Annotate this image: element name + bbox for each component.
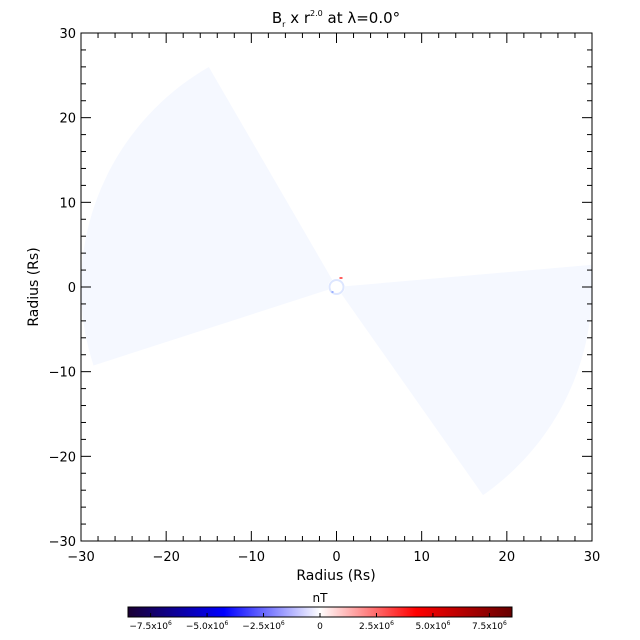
inner-boundary xyxy=(328,279,345,295)
colorbar-tick-label: 2.5x106 xyxy=(359,620,394,632)
origin-feature-blue xyxy=(331,291,334,293)
y-tick-label: −30 xyxy=(49,535,76,550)
x-tick-label: −10 xyxy=(238,550,265,565)
x-tick-label: 0 xyxy=(332,550,340,565)
colorbar-tick-label: −5.0x106 xyxy=(186,620,229,632)
y-tick-labels: −30 −20 −10 0 10 20 30 xyxy=(49,27,76,550)
y-tick-label: −10 xyxy=(49,366,76,381)
colorbar-ticks: −7.5x106 −5.0x106 −2.5x106 0 2.5x106 5.0x106 7… xyxy=(129,613,507,632)
axis-ticks xyxy=(80,32,593,542)
colorbar-tick-label: 7.5x106 xyxy=(472,620,507,632)
wedge-lower-right xyxy=(341,264,592,496)
x-tick-label: −20 xyxy=(152,550,179,565)
x-tick-label: 20 xyxy=(499,550,516,565)
colorbar-tick-label: 0 xyxy=(317,622,323,632)
colorbar-tick-label: −2.5x106 xyxy=(242,620,285,632)
colorbar-tick-label: 5.0x106 xyxy=(415,620,450,632)
wedge-upper-left xyxy=(81,67,333,366)
y-tick-label: 20 xyxy=(59,112,76,127)
colorbar-tick-label: −7.5x106 xyxy=(129,620,172,632)
chart-title: Br x r2.0 at λ=0.0° xyxy=(272,9,400,29)
x-tick-label: 30 xyxy=(584,550,601,565)
y-tick-label: 0 xyxy=(68,281,76,296)
x-axis-label: Radius (Rs) xyxy=(296,568,375,584)
colorbar-label: nT xyxy=(313,591,329,605)
y-tick-label: −20 xyxy=(49,450,76,465)
x-tick-label: 10 xyxy=(413,550,430,565)
x-tick-label: −30 xyxy=(67,550,94,565)
y-tick-label: 10 xyxy=(59,196,76,211)
x-tick-labels: −30 −20 −10 0 10 20 30 xyxy=(67,550,600,565)
origin-feature-red xyxy=(339,277,343,279)
y-axis-label: Radius (Rs) xyxy=(26,247,42,326)
y-tick-label: 30 xyxy=(59,27,76,42)
plot-area xyxy=(81,67,592,496)
